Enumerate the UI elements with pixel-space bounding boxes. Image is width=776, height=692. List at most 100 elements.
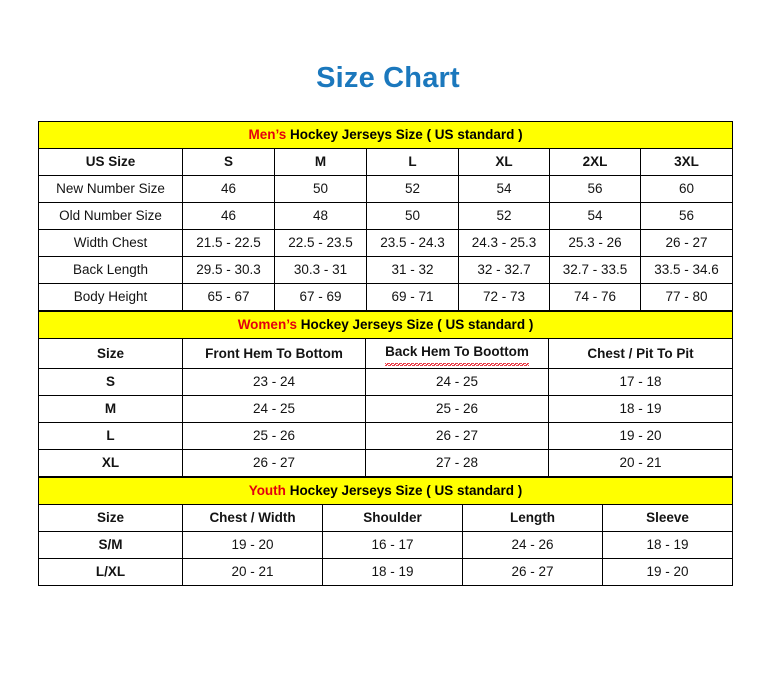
- mens-col-header: US Size: [38, 148, 183, 176]
- table-cell: 18 - 19: [322, 558, 463, 586]
- size-tables-container: Men’s Hockey Jerseys Size ( US standard …: [37, 121, 734, 586]
- table-cell: 24.3 - 25.3: [458, 229, 550, 257]
- youth-size-table: Youth Hockey Jerseys Size ( US standard …: [38, 477, 733, 586]
- size-label: XL: [38, 449, 183, 477]
- table-cell: 25.3 - 26: [549, 229, 641, 257]
- table-cell: 50: [274, 175, 367, 203]
- table-cell: 24 - 26: [462, 531, 603, 559]
- table-cell: 77 - 80: [639, 283, 734, 311]
- womens-banner-accent: Women’s: [237, 317, 297, 332]
- womens-banner-rest: Hockey Jerseys Size ( US standard ): [296, 317, 534, 332]
- mens-header-row: US Size S M L XL 2XL 3XL: [38, 148, 734, 176]
- size-label: M: [38, 395, 183, 423]
- table-row: L 25 - 26 26 - 27 19 - 20: [38, 422, 733, 450]
- table-row: S/M 19 - 20 16 - 17 24 - 26 18 - 19: [38, 531, 733, 559]
- misspelled-text: Back Hem To Boottom: [385, 339, 529, 368]
- table-cell: 18 - 19: [548, 395, 733, 423]
- mens-col-header: 2XL: [549, 148, 641, 176]
- table-row: S 23 - 24 24 - 25 17 - 18: [38, 368, 733, 396]
- table-cell: 25 - 26: [182, 422, 366, 450]
- table-cell: 48: [274, 202, 367, 230]
- womens-header-row: Size Front Hem To Bottom Back Hem To Boo…: [38, 338, 733, 369]
- table-cell: 26 - 27: [182, 449, 366, 477]
- size-label: L/XL: [38, 558, 183, 586]
- table-row: Width Chest 21.5 - 22.5 22.5 - 23.5 23.5…: [38, 229, 734, 257]
- youth-col-header: Shoulder: [322, 504, 463, 532]
- table-row: Body Height 65 - 67 67 - 69 69 - 71 72 -…: [38, 283, 734, 311]
- youth-header-row: Size Chest / Width Shoulder Length Sleev…: [38, 504, 733, 532]
- table-cell: 30.3 - 31: [274, 256, 367, 284]
- table-cell: 26 - 27: [365, 422, 549, 450]
- youth-banner-row: Youth Hockey Jerseys Size ( US standard …: [38, 477, 733, 505]
- row-label: Back Length: [38, 256, 183, 284]
- mens-col-header: XL: [458, 148, 550, 176]
- table-cell: 29.5 - 30.3: [182, 256, 275, 284]
- table-cell: 52: [366, 175, 459, 203]
- table-cell: 31 - 32: [366, 256, 459, 284]
- table-cell: 25 - 26: [365, 395, 549, 423]
- row-label: Body Height: [38, 283, 183, 311]
- table-cell: 54: [458, 175, 550, 203]
- youth-col-header: Sleeve: [602, 504, 733, 532]
- table-row: XL 26 - 27 27 - 28 20 - 21: [38, 449, 733, 477]
- table-cell: 26 - 27: [639, 229, 734, 257]
- page-title: Size Chart: [316, 62, 460, 94]
- table-cell: 23 - 24: [182, 368, 366, 396]
- mens-section-banner: Men’s Hockey Jerseys Size ( US standard …: [37, 121, 734, 149]
- table-cell: 19 - 20: [602, 558, 733, 586]
- table-cell: 54: [549, 202, 641, 230]
- youth-banner-rest: Hockey Jerseys Size ( US standard ): [285, 483, 523, 498]
- mens-banner-rest: Hockey Jerseys Size ( US standard ): [286, 127, 523, 142]
- youth-col-header: Length: [462, 504, 603, 532]
- womens-col-header: Size: [38, 338, 183, 369]
- table-cell: 32 - 32.7: [458, 256, 550, 284]
- womens-col-header: Front Hem To Bottom: [182, 338, 366, 369]
- mens-col-header: 3XL: [639, 148, 734, 176]
- row-label: Width Chest: [38, 229, 183, 257]
- table-cell: 17 - 18: [548, 368, 733, 396]
- table-cell: 20 - 21: [548, 449, 733, 477]
- table-cell: 24 - 25: [365, 368, 549, 396]
- table-cell: 24 - 25: [182, 395, 366, 423]
- mens-col-header: M: [274, 148, 367, 176]
- table-cell: 67 - 69: [274, 283, 367, 311]
- table-cell: 50: [366, 202, 459, 230]
- womens-size-table: Women’s Hockey Jerseys Size ( US standar…: [38, 311, 733, 477]
- row-label: New Number Size: [38, 175, 183, 203]
- table-cell: 65 - 67: [182, 283, 275, 311]
- size-label: S/M: [38, 531, 183, 559]
- womens-section-banner: Women’s Hockey Jerseys Size ( US standar…: [38, 311, 733, 339]
- table-row: Back Length 29.5 - 30.3 30.3 - 31 31 - 3…: [38, 256, 734, 284]
- table-cell: 27 - 28: [365, 449, 549, 477]
- table-cell: 46: [182, 202, 275, 230]
- womens-banner-row: Women’s Hockey Jerseys Size ( US standar…: [38, 311, 733, 339]
- youth-col-header: Size: [38, 504, 183, 532]
- table-row: M 24 - 25 25 - 26 18 - 19: [38, 395, 733, 423]
- youth-section-banner: Youth Hockey Jerseys Size ( US standard …: [38, 477, 733, 505]
- table-cell: 56: [549, 175, 641, 203]
- table-cell: 19 - 20: [182, 531, 323, 559]
- table-cell: 19 - 20: [548, 422, 733, 450]
- mens-banner-accent: Men’s: [248, 127, 287, 142]
- size-label: L: [38, 422, 183, 450]
- table-cell: 16 - 17: [322, 531, 463, 559]
- table-cell: 32.7 - 33.5: [549, 256, 641, 284]
- table-cell: 74 - 76: [549, 283, 641, 311]
- womens-col-header: Chest / Pit To Pit: [548, 338, 733, 369]
- table-cell: 46: [182, 175, 275, 203]
- table-cell: 52: [458, 202, 550, 230]
- table-cell: 56: [639, 202, 734, 230]
- youth-col-header: Chest / Width: [182, 504, 323, 532]
- mens-size-table: Men’s Hockey Jerseys Size ( US standard …: [37, 121, 734, 311]
- table-cell: 22.5 - 23.5: [274, 229, 367, 257]
- table-cell: 26 - 27: [462, 558, 603, 586]
- size-label: S: [38, 368, 183, 396]
- table-cell: 72 - 73: [458, 283, 550, 311]
- table-cell: 69 - 71: [366, 283, 459, 311]
- table-cell: 21.5 - 22.5: [182, 229, 275, 257]
- table-row: Old Number Size 46 48 50 52 54 56: [38, 202, 734, 230]
- youth-banner-accent: Youth: [248, 483, 286, 498]
- row-label: Old Number Size: [38, 202, 183, 230]
- table-row: L/XL 20 - 21 18 - 19 26 - 27 19 - 20: [38, 558, 733, 586]
